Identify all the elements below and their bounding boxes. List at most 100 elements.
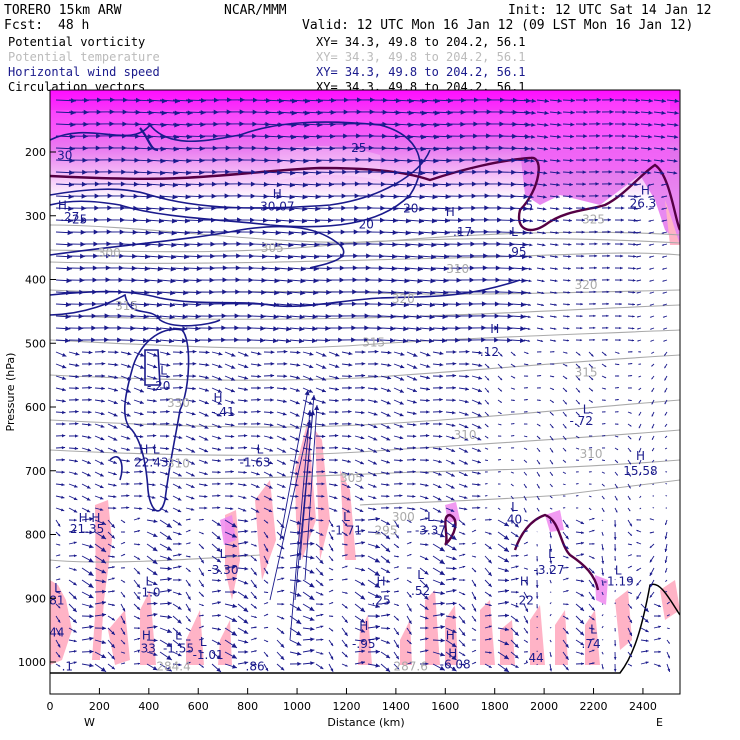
circulation-vector <box>159 386 170 390</box>
circulation-vector <box>419 242 437 248</box>
circulation-vector <box>55 254 73 260</box>
hl-label: H <box>490 322 499 336</box>
circulation-vector <box>68 337 84 343</box>
circulation-vector <box>510 351 516 357</box>
circulation-vector <box>172 158 192 164</box>
circulation-vector <box>575 254 585 258</box>
circulation-vector <box>55 230 73 236</box>
hl-label: -1.0 <box>137 585 160 599</box>
circulation-vector <box>562 158 574 163</box>
circulation-vector <box>367 387 378 391</box>
circulation-vector <box>662 303 668 306</box>
circulation-vector <box>237 410 248 414</box>
circulation-vector <box>81 350 93 355</box>
circulation-vector <box>133 375 145 381</box>
circulation-vector <box>627 110 640 115</box>
circulation-vector <box>549 339 557 342</box>
circulation-vector <box>627 242 637 246</box>
circulation-vector <box>198 411 209 417</box>
circulation-vector <box>549 219 560 223</box>
circulation-vector <box>601 145 613 150</box>
circulation-vector <box>146 399 157 403</box>
circulation-vector <box>627 339 635 342</box>
hl-label: -3.27 <box>534 563 565 577</box>
circulation-vector <box>536 291 545 295</box>
circulation-vector <box>484 423 489 428</box>
circulation-vector <box>120 387 132 393</box>
circulation-vector <box>250 386 261 390</box>
circulation-vector <box>185 229 203 235</box>
circulation-vector <box>536 303 545 307</box>
circulation-vector <box>68 363 80 368</box>
circulation-vector <box>55 399 66 403</box>
circulation-vector <box>523 231 533 235</box>
circulation-vector <box>159 326 175 332</box>
circulation-vector <box>562 267 571 270</box>
circulation-vector <box>302 266 319 272</box>
hl-label: 40 <box>507 513 522 527</box>
circulation-vector <box>588 411 593 414</box>
circulation-vector <box>640 158 652 163</box>
circulation-vector <box>185 313 201 319</box>
circulation-vector <box>94 423 105 428</box>
hl-label: 22.43 <box>134 455 168 469</box>
circulation-vector <box>649 291 655 294</box>
circulation-vector <box>523 183 534 187</box>
circulation-vector <box>575 314 583 318</box>
circulation-vector <box>661 255 668 258</box>
circulation-vector <box>614 351 620 354</box>
circulation-vector <box>367 374 379 379</box>
circulation-vector <box>276 386 287 391</box>
circulation-vector <box>666 98 680 103</box>
circulation-vector <box>354 289 371 295</box>
circulation-vector <box>237 398 248 403</box>
circulation-vector <box>198 337 214 343</box>
circulation-vector <box>380 242 398 248</box>
circulation-vector <box>406 326 422 332</box>
circulation-vector <box>185 277 202 283</box>
circulation-vector <box>419 363 431 368</box>
circulation-vector <box>536 159 548 163</box>
circulation-vector <box>601 121 614 126</box>
circulation-vector <box>638 387 642 391</box>
circulation-vector <box>146 122 167 128</box>
circulation-vector <box>393 338 409 344</box>
circulation-vector <box>575 423 580 428</box>
circulation-vector <box>263 170 283 176</box>
circulation-vector <box>94 313 110 319</box>
circulation-vector <box>588 314 596 318</box>
hl-label: -3.37 <box>415 524 446 538</box>
circulation-vector <box>107 375 119 380</box>
circulation-vector <box>263 98 285 104</box>
circulation-vector <box>614 363 620 366</box>
circulation-vector <box>601 254 611 258</box>
y-tick-label: 300 <box>25 210 46 223</box>
circulation-vector <box>133 363 145 369</box>
circulation-vector <box>549 351 555 353</box>
circulation-vector <box>120 423 131 429</box>
circulation-vector <box>536 171 548 175</box>
y-axis-label: Pressure (hPa) <box>4 353 17 432</box>
circulation-vector <box>432 122 453 128</box>
circulation-vector <box>367 337 383 343</box>
circulation-vector <box>185 134 206 140</box>
circulation-vector <box>393 134 414 140</box>
circulation-vector <box>302 158 322 164</box>
circulation-vector <box>250 325 266 331</box>
hl-label: -1.19 <box>603 575 634 589</box>
circulation-vector <box>302 399 313 405</box>
circulation-vector <box>614 158 626 162</box>
circulation-vector <box>497 483 501 485</box>
circulation-vector <box>302 363 314 369</box>
circulation-vector <box>328 375 340 380</box>
circulation-vector <box>172 266 189 272</box>
circulation-vector <box>185 337 201 343</box>
circulation-vector <box>523 363 529 366</box>
circulation-vector <box>635 219 642 222</box>
circulation-vector <box>380 375 392 380</box>
circulation-vector <box>649 315 655 318</box>
circulation-vector <box>55 302 71 308</box>
circulation-vector <box>575 387 581 393</box>
circulation-vector <box>648 255 655 258</box>
circulation-vector <box>55 194 74 200</box>
